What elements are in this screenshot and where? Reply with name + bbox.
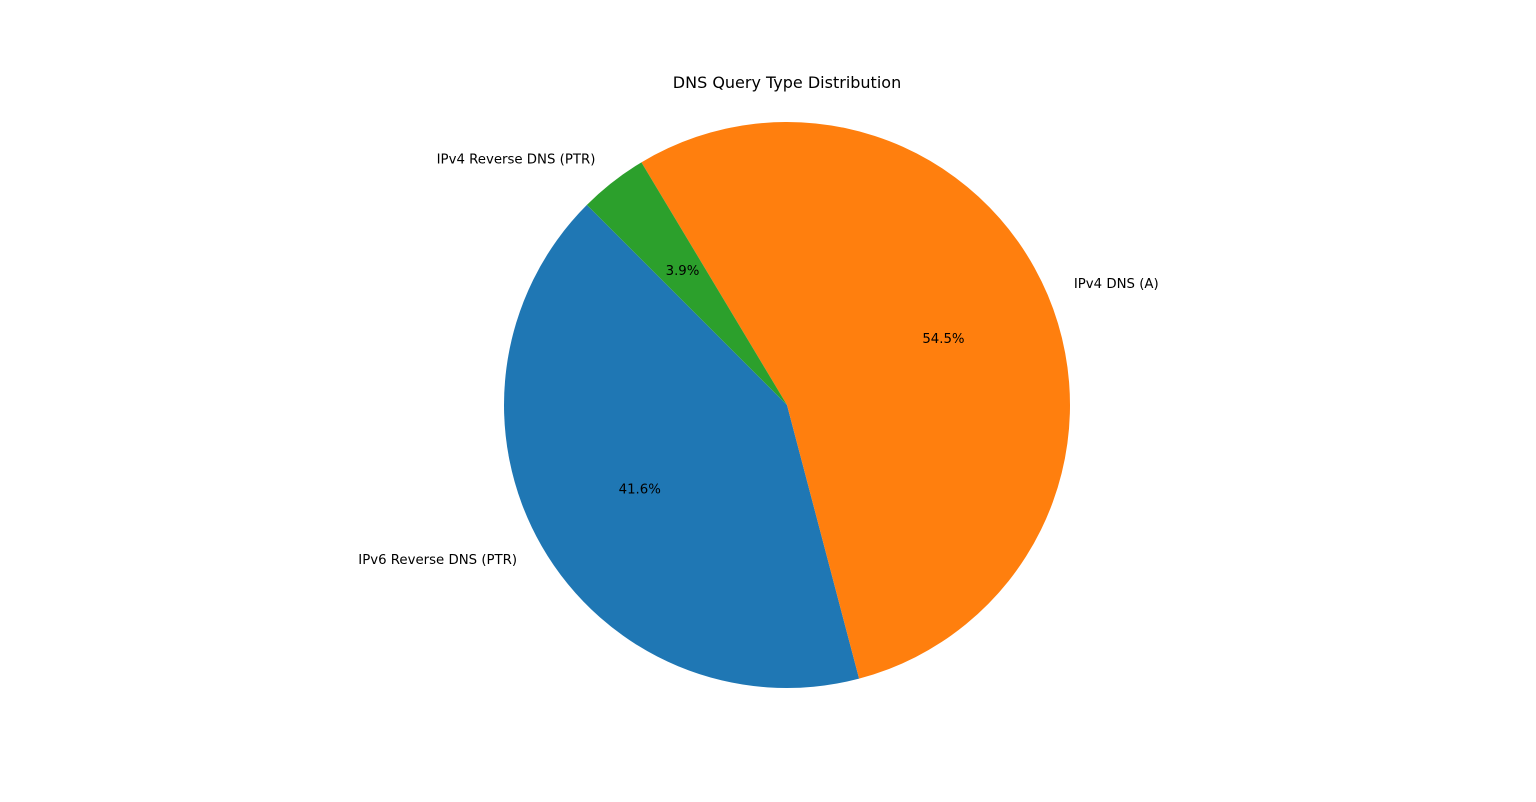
chart-title: DNS Query Type Distribution <box>673 73 901 92</box>
slice-label-2: IPv4 DNS (A) <box>1074 277 1159 292</box>
pie-slices <box>504 121 1070 688</box>
slice-label-1: IPv6 Reverse DNS (PTR) <box>358 553 517 568</box>
pie-slice-3 <box>586 162 787 405</box>
pie-labels: IPv6 Reverse DNS (PTR) 41.6% IPv4 DNS (A) 5… <box>358 153 1158 568</box>
pie-slice-1 <box>504 204 860 688</box>
slice-label-3: IPv4 Reverse DNS (PTR) <box>437 153 596 168</box>
slice-percent-2: 54.5% <box>922 332 964 347</box>
slice-percent-3: 3.9% <box>666 264 700 279</box>
slice-percent-1: 41.6% <box>619 483 661 498</box>
pie-slice-2 <box>641 121 1070 679</box>
